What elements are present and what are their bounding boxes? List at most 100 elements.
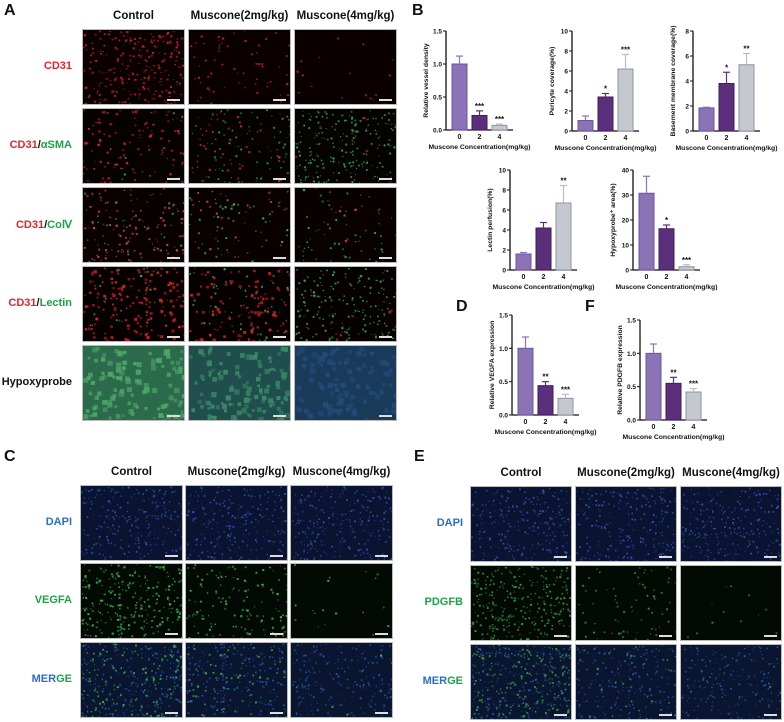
bar (515, 253, 532, 271)
y-tick-label: 10 (561, 29, 569, 36)
micrograph-image (290, 563, 393, 639)
y-tick-label: 4 (564, 89, 568, 96)
y-tick-label: 10 (622, 243, 630, 250)
micrograph-image (82, 345, 185, 421)
x-tick-label: 2 (604, 135, 608, 142)
scale-bar (273, 178, 286, 180)
panel-letter-c: C (4, 448, 16, 465)
bar (555, 202, 572, 271)
x-tick-label: 2 (542, 274, 546, 281)
y-tick-label: 1.0 (627, 351, 636, 358)
y-tick-label: 2 (685, 104, 689, 111)
scale-bar (273, 415, 286, 417)
micrograph-image (294, 345, 397, 421)
y-tick-label: 0.0 (499, 413, 508, 420)
micrograph-image (294, 266, 397, 342)
y-tick-label: 6 (685, 54, 689, 61)
y-tick-label: 10 (499, 168, 507, 175)
micrograph-image (290, 642, 393, 718)
y-tick-label: 1.0 (499, 346, 508, 353)
bar (577, 120, 594, 132)
significance-marker: *** (682, 256, 692, 265)
panel-letter-f: F (585, 298, 595, 315)
micrograph-image (80, 563, 183, 639)
x-tick-label: 4 (685, 274, 689, 281)
row-label-part: CoⅣ (47, 219, 72, 231)
significance-marker: * (604, 85, 608, 94)
column-header: Control (111, 466, 152, 478)
y-tick-label: 4 (502, 228, 506, 235)
micrograph-image (470, 644, 572, 720)
panel-letter-e: E (414, 448, 425, 465)
scale-bar (167, 257, 180, 259)
panel-letter-a: A (4, 2, 16, 19)
scale-bar (764, 556, 777, 558)
row-label: PDGFB (425, 596, 464, 608)
scale-bar (165, 712, 178, 714)
column-header: Control (500, 467, 542, 479)
row-label-part: VEGFA (34, 594, 72, 606)
scale-bar (554, 556, 567, 558)
micrograph-image (470, 565, 572, 641)
bar (537, 385, 554, 416)
y-axis-label: Pericyte coverage(%) (549, 47, 556, 116)
bar (718, 83, 735, 132)
scale-bar (375, 712, 388, 714)
row-label: MERGE (32, 673, 72, 685)
x-axis-label: Muscone Concentration(mg/kg) (493, 284, 595, 291)
bar (517, 347, 534, 416)
bar (698, 107, 715, 132)
micrograph-image (82, 108, 185, 184)
y-tick-label: 0 (625, 268, 629, 275)
row-label: DAPI (437, 517, 463, 529)
bar (557, 397, 574, 416)
micrograph-image (680, 644, 782, 720)
x-tick-label: 2 (725, 135, 729, 142)
significance-marker: *** (689, 380, 699, 389)
significance-marker: ** (560, 177, 567, 186)
micrograph-image (470, 486, 572, 562)
micrograph-image (82, 266, 185, 342)
y-tick-label: 0.5 (499, 379, 508, 386)
row-label-part: GE (56, 673, 72, 685)
scale-bar (659, 556, 672, 558)
bar (451, 63, 468, 131)
significance-marker: * (665, 216, 669, 225)
scale-bar (659, 714, 672, 716)
row-label: Hypoxyprobe (2, 376, 72, 388)
significance-marker: ** (743, 45, 750, 54)
scale-bar (273, 257, 286, 259)
bar (535, 227, 552, 271)
micrograph-image (680, 486, 782, 562)
scale-bar (659, 635, 672, 637)
y-tick-label: 6 (564, 69, 568, 76)
bar (678, 266, 695, 271)
micrograph-image (188, 345, 291, 421)
scale-bar (379, 415, 392, 417)
x-tick-label: 2 (665, 274, 669, 281)
x-axis-label: Muscone Concentration(mg/kg) (495, 429, 597, 436)
row-label: CD31/αSMA (10, 139, 72, 151)
scale-bar (167, 336, 180, 338)
bar (685, 391, 702, 421)
micrograph-image (294, 29, 397, 105)
row-label-part: CD31 (8, 297, 37, 309)
micrograph-image (294, 187, 397, 263)
column-header: Muscone(2mg/kg) (190, 10, 289, 22)
y-tick-label: 0.0 (627, 418, 636, 425)
micrograph-image (80, 485, 183, 561)
scale-bar (379, 99, 392, 101)
row-label-part: CD31 (9, 139, 38, 151)
row-label-part: CD31 (43, 60, 72, 72)
x-axis-label: Muscone Concentration(mg/kg) (616, 284, 718, 291)
y-tick-label: 0 (564, 129, 568, 136)
micrograph-image (185, 642, 288, 718)
row-label-part: MER (422, 675, 448, 687)
row-label-part: / (36, 297, 40, 309)
micrograph-image (575, 644, 677, 720)
significance-marker: *** (621, 46, 631, 55)
row-label-part: DAPI (436, 517, 463, 529)
x-axis-label: Muscone Concentration(mg/kg) (623, 434, 725, 441)
x-tick-label: 4 (564, 419, 568, 426)
